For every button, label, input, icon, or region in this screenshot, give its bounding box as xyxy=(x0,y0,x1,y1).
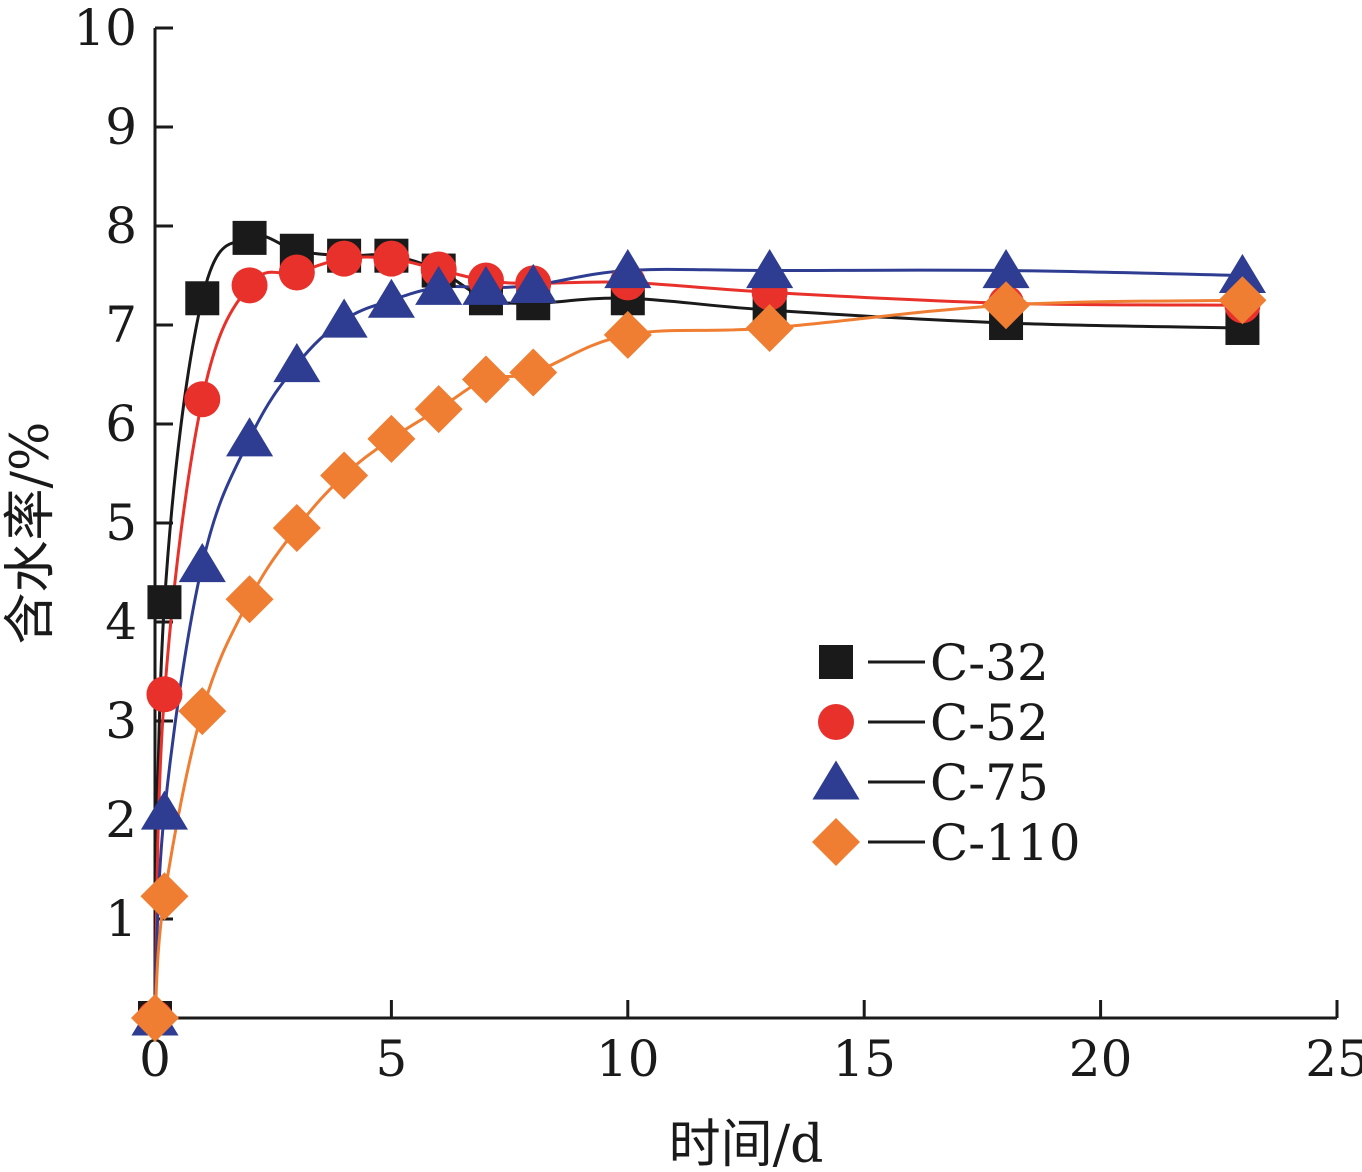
x-tick-label: 25 xyxy=(1305,1030,1362,1088)
data-point-C-52 xyxy=(146,676,183,713)
data-point-C-110 xyxy=(178,687,227,736)
x-axis-title: 时间/d xyxy=(669,1115,824,1172)
data-point-C-110 xyxy=(320,451,369,500)
data-point-C-110 xyxy=(603,310,652,359)
series-lines xyxy=(153,234,1243,1019)
data-point-C-110 xyxy=(461,355,510,404)
data-point-C-32 xyxy=(185,281,220,316)
x-tick-label: 20 xyxy=(1069,1030,1133,1088)
legend-label: C-32 xyxy=(930,634,1049,692)
series-markers xyxy=(131,220,1267,1042)
data-point-C-110 xyxy=(414,385,463,434)
data-point-C-75 xyxy=(982,249,1030,289)
data-point-C-110 xyxy=(225,575,274,624)
data-point-C-52 xyxy=(326,240,363,277)
data-point-C-75 xyxy=(320,298,368,338)
y-tick-label: 4 xyxy=(105,593,137,651)
data-point-C-110 xyxy=(745,303,794,352)
data-point-C-52 xyxy=(184,381,221,418)
series-line-C-110 xyxy=(153,298,1243,1019)
data-point-C-110 xyxy=(367,414,416,463)
legend-marker-C-52 xyxy=(818,704,854,740)
series-line-C-75 xyxy=(153,267,1243,1019)
x-tick-label: 10 xyxy=(596,1030,660,1088)
legend-marker-C-110 xyxy=(812,818,860,866)
y-tick-label: 5 xyxy=(105,494,137,552)
legend-marker-C-32 xyxy=(819,645,853,679)
data-point-C-75 xyxy=(509,263,557,303)
x-tick-label: 5 xyxy=(375,1030,407,1088)
data-point-C-52 xyxy=(278,254,315,291)
series-line-C-52 xyxy=(153,255,1243,1019)
legend-label: C-75 xyxy=(930,754,1049,812)
series-line-C-32 xyxy=(153,234,1243,1019)
data-point-C-110 xyxy=(272,503,321,552)
data-point-C-75 xyxy=(367,278,415,318)
data-point-C-75 xyxy=(178,543,226,583)
data-point-C-75 xyxy=(462,265,510,305)
y-axis-title: 含水率/% xyxy=(1,422,61,645)
data-point-C-110 xyxy=(131,994,179,1042)
y-tick-label: 9 xyxy=(105,98,137,156)
y-tick-label: 7 xyxy=(105,296,137,354)
data-point-C-52 xyxy=(373,240,410,277)
data-point-C-110 xyxy=(982,281,1031,330)
data-point-C-52 xyxy=(231,267,268,304)
data-point-C-75 xyxy=(273,343,321,383)
data-point-C-75 xyxy=(1218,253,1266,294)
y-tick-label: 8 xyxy=(105,197,137,255)
legend-marker-C-75 xyxy=(812,760,860,800)
data-point-C-110 xyxy=(1218,276,1267,325)
y-tick-label: 2 xyxy=(105,791,137,849)
y-tick-label: 10 xyxy=(73,0,137,57)
data-point-C-75 xyxy=(604,249,652,289)
data-point-C-32 xyxy=(232,220,267,255)
legend-label: C-52 xyxy=(930,694,1049,752)
data-point-C-75 xyxy=(415,265,463,305)
x-tick-label: 15 xyxy=(832,1030,896,1088)
legend-label: C-110 xyxy=(930,814,1081,872)
y-tick-label: 3 xyxy=(105,692,137,750)
data-point-C-32 xyxy=(147,585,182,620)
y-tick-label: 1 xyxy=(105,890,137,948)
data-point-C-110 xyxy=(509,348,558,397)
data-point-C-75 xyxy=(746,249,794,289)
data-point-C-110 xyxy=(140,872,189,921)
data-point-C-75 xyxy=(226,417,274,457)
data-point-C-75 xyxy=(140,790,189,830)
legend: C-32C-52C-75C-110 xyxy=(812,634,1081,872)
y-tick-label: 6 xyxy=(105,395,137,453)
